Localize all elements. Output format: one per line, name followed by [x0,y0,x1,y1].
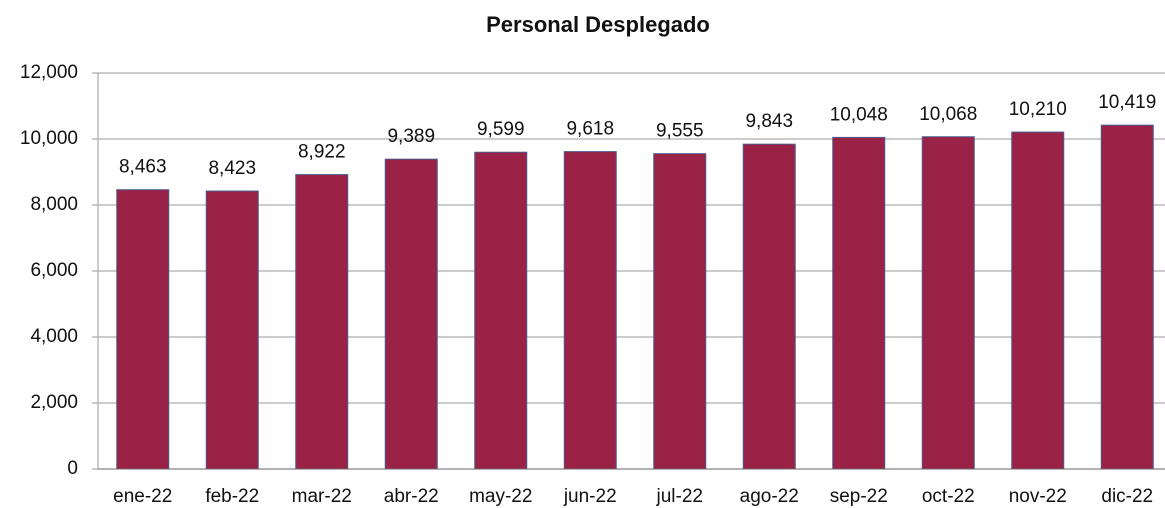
y-tick-label: 2,000 [30,392,78,413]
bar [1100,124,1154,470]
bar [1011,131,1065,470]
y-tick-label: 0 [67,458,78,479]
bar [832,136,886,470]
x-tick-label: ago-22 [740,486,799,507]
bar [474,151,528,470]
x-tick-label: oct-22 [922,486,975,507]
bar [653,153,707,470]
x-tick-label: may-22 [469,486,532,507]
y-tick-label: 4,000 [30,326,78,347]
data-label: 9,389 [387,126,435,147]
y-tick-label: 10,000 [20,128,78,149]
bar [742,143,796,470]
data-label: 10,048 [830,104,888,125]
data-label: 8,423 [208,158,256,179]
data-label: 9,599 [477,119,525,140]
y-tick-label: 12,000 [20,62,78,83]
data-label: 10,419 [1098,92,1156,113]
x-tick-label: jul-22 [656,486,703,507]
data-label: 10,210 [1009,99,1067,120]
bar [563,151,617,470]
x-tick-label: feb-22 [205,486,259,507]
x-tick-label: ene-22 [113,486,172,507]
bar [384,158,438,470]
y-tick-label: 6,000 [30,260,78,281]
x-tick-label: nov-22 [1009,486,1067,507]
bar [921,136,975,470]
x-tick-label: jun-22 [563,486,617,507]
data-label: 8,463 [119,157,167,178]
data-label: 10,068 [919,104,977,125]
bar [295,174,349,470]
y-tick-label: 8,000 [30,194,78,215]
data-label: 8,922 [298,142,346,163]
bar [116,189,170,470]
x-tick-label: dic-22 [1101,486,1153,507]
data-label: 9,618 [566,119,614,140]
x-tick-label: mar-22 [292,486,352,507]
chart-title: Personal Desplegado [486,12,710,37]
bar [205,190,259,470]
data-label: 9,555 [656,121,704,142]
x-tick-label: abr-22 [384,486,439,507]
x-tick-label: sep-22 [830,486,888,507]
data-label: 9,843 [745,111,793,132]
